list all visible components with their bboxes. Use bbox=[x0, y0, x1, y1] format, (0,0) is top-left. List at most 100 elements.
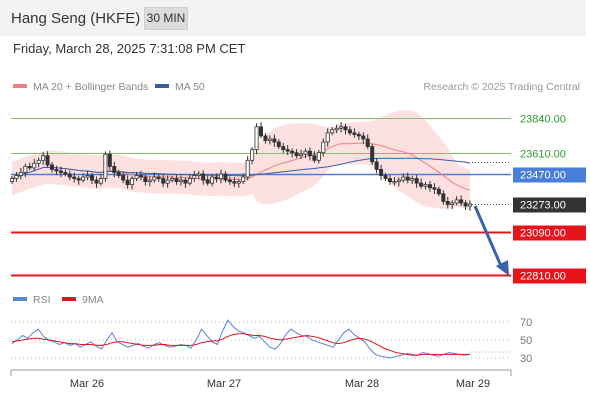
candle-body bbox=[267, 138, 272, 141]
bollinger-band-area bbox=[12, 109, 470, 211]
candle-body bbox=[272, 138, 277, 143]
candle-body bbox=[401, 176, 406, 181]
credit-label: Research © 2025 Trading Central bbox=[423, 81, 580, 93]
rsi-line bbox=[11, 319, 471, 359]
candle-body bbox=[214, 176, 219, 179]
candle-body bbox=[187, 178, 192, 184]
candle-body bbox=[14, 175, 19, 179]
candle-body bbox=[436, 188, 441, 195]
ma50-legend-swatch bbox=[155, 84, 169, 88]
candle-body bbox=[410, 178, 415, 181]
candle-body bbox=[98, 178, 103, 184]
candle-body bbox=[339, 126, 344, 129]
candle-body bbox=[121, 175, 126, 181]
candle-body bbox=[427, 184, 432, 189]
candle-body bbox=[130, 178, 135, 186]
pivot-label-box bbox=[513, 167, 586, 183]
candle-body bbox=[116, 172, 121, 176]
candle-body bbox=[183, 179, 188, 184]
ma20-legend-label: MA 20 + Bollinger Bands bbox=[33, 81, 148, 93]
x-axis-label: Mar 29 bbox=[456, 378, 490, 390]
candle-body bbox=[41, 155, 46, 161]
x-axis-label: Mar 26 bbox=[70, 378, 104, 390]
last-price-label-box bbox=[513, 197, 586, 213]
ma20-legend-swatch bbox=[13, 84, 27, 88]
rsi-ma-line bbox=[11, 333, 470, 356]
candle-body bbox=[23, 165, 28, 173]
candle-body bbox=[174, 178, 179, 183]
candle-body bbox=[299, 153, 304, 157]
candle-body bbox=[138, 175, 143, 178]
x-axis-labels: Mar 26 Mar 27 Mar 28 Mar 29 bbox=[70, 378, 490, 390]
candle-body bbox=[201, 173, 206, 181]
candle-body bbox=[334, 127, 339, 131]
candle-body bbox=[290, 150, 295, 154]
candle-body bbox=[445, 201, 450, 205]
candle-body bbox=[178, 179, 183, 183]
forecast-arrow bbox=[473, 205, 509, 276]
candle-body bbox=[330, 129, 335, 134]
ma50-legend-label: MA 50 bbox=[175, 81, 205, 93]
candle-body bbox=[450, 202, 455, 205]
ma50-line bbox=[11, 157, 471, 180]
candle-body bbox=[254, 126, 259, 151]
candle-body bbox=[170, 178, 175, 181]
x-axis-label: Mar 28 bbox=[345, 378, 379, 390]
candle-body bbox=[321, 141, 326, 154]
candle-body bbox=[432, 187, 437, 190]
rsi-legend-label: RSI bbox=[33, 294, 51, 306]
candle-body bbox=[467, 203, 472, 207]
candle-body bbox=[454, 199, 459, 204]
candle-body bbox=[63, 172, 68, 175]
candle-body bbox=[165, 179, 170, 184]
rsi-panel: 70 50 30 bbox=[11, 317, 532, 365]
candle-body bbox=[32, 162, 37, 169]
candle-body bbox=[396, 179, 401, 183]
candle-body bbox=[81, 176, 86, 181]
x-axis-label: Mar 27 bbox=[207, 378, 241, 390]
candle-body bbox=[241, 176, 246, 183]
candle-body bbox=[18, 172, 23, 176]
candle-body bbox=[414, 178, 419, 184]
candle-body bbox=[36, 159, 41, 164]
candle-body bbox=[72, 176, 77, 179]
ma9-legend-label: 9MA bbox=[82, 294, 104, 306]
candle-body bbox=[370, 146, 375, 163]
candle-body bbox=[90, 175, 95, 181]
header-bar: Hang Seng (HKFE) 30 MIN bbox=[0, 0, 586, 36]
timeframe-button[interactable]: 30 MIN bbox=[144, 7, 188, 30]
forecast-arrowhead bbox=[496, 260, 509, 276]
candle-body bbox=[463, 202, 468, 207]
candle-body bbox=[76, 178, 81, 181]
candle-body bbox=[45, 155, 50, 166]
candle-body bbox=[441, 193, 446, 202]
rsi-level-label: 30 bbox=[520, 353, 532, 365]
candle-body bbox=[9, 178, 14, 183]
candle-body bbox=[236, 181, 241, 184]
candle-body bbox=[356, 134, 361, 137]
candle-body bbox=[347, 129, 352, 134]
forecast-arrow-line bbox=[473, 205, 503, 267]
candle-body bbox=[67, 173, 72, 178]
rsi-level-label: 50 bbox=[520, 335, 532, 347]
candle-body bbox=[107, 153, 112, 167]
candle-body bbox=[459, 199, 464, 204]
candle-body bbox=[263, 135, 268, 141]
candle-body bbox=[419, 182, 424, 187]
candle-body bbox=[387, 178, 392, 183]
candle-body bbox=[27, 165, 32, 169]
timestamp: Friday, March 28, 2025 7:31:08 PM CET bbox=[13, 41, 246, 56]
support-label-box bbox=[513, 225, 586, 241]
candle-body bbox=[85, 175, 90, 178]
candle-body bbox=[54, 169, 59, 172]
candle-body bbox=[161, 178, 166, 184]
candle-body bbox=[352, 132, 357, 135]
resistance-label: 23840.00 bbox=[520, 114, 566, 126]
candle-body bbox=[152, 176, 157, 181]
candle-body bbox=[205, 179, 210, 184]
candle-body bbox=[227, 179, 232, 183]
candle-body bbox=[383, 175, 388, 179]
pivot-label: 23470.00 bbox=[520, 170, 566, 182]
